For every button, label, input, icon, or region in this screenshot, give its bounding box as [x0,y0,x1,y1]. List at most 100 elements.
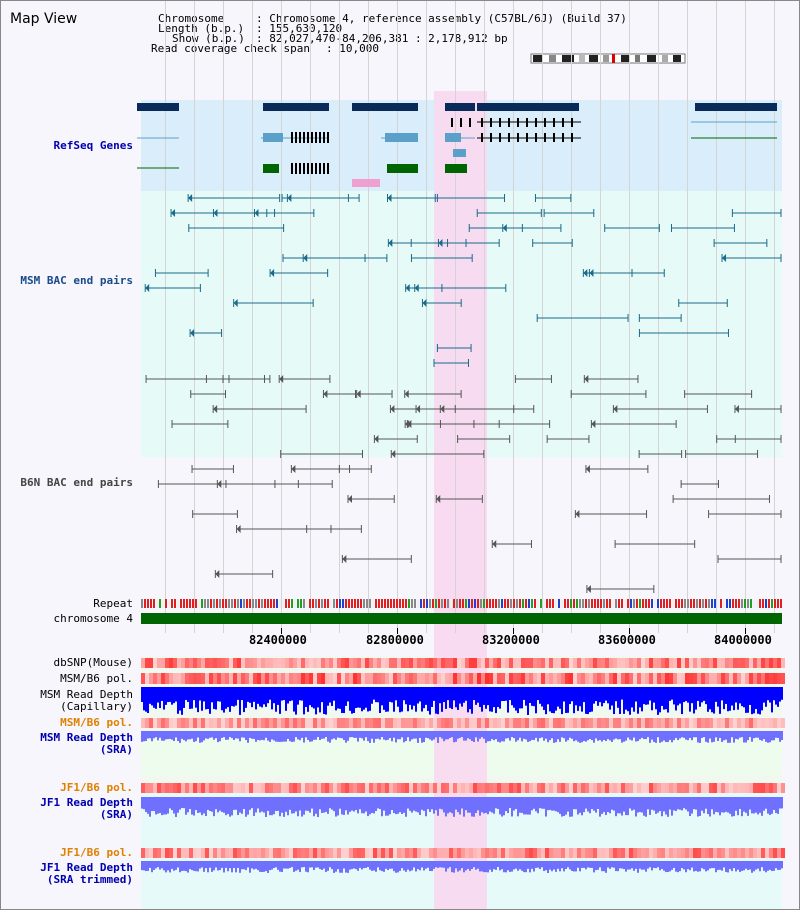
depth-bar [147,731,149,739]
heat-cell [301,718,305,728]
heat-cell [469,718,473,728]
heat-cell [405,658,409,668]
heat-cell [269,848,273,858]
depth-bar [471,797,473,817]
depth-bar [679,797,681,810]
heat-cell [629,848,633,858]
heat-cell [481,658,485,668]
bac-end [414,284,419,292]
depth-bar [517,861,519,871]
depth-bar [737,731,739,740]
depth-bar [147,687,149,714]
grid-line [194,1,195,633]
heat-cell [545,848,549,858]
heat-cell [373,783,377,793]
depth-bar [207,797,209,810]
depth-bar [401,797,403,815]
depth-bar [639,861,641,869]
track-label-jf1-depth-trim[interactable]: JF1 Read Depth [40,861,133,874]
depth-bar [613,797,615,811]
track-label-msm-bac[interactable]: MSM BAC end pairs [20,274,133,287]
depth-bar [249,861,251,873]
depth-bar [425,731,427,738]
depth-bar [225,731,227,740]
heat-cell [701,673,705,684]
track-label-jf1-b6-pol-2[interactable]: JF1/B6 pol. [60,846,133,859]
depth-bar [249,687,251,703]
heat-cell [625,718,629,728]
depth-bar [663,797,665,812]
heat-cell [681,783,685,793]
heat-cell [161,658,165,668]
heat-cell [509,673,513,684]
repeat-mark [741,599,743,608]
repeat-mark [534,599,536,608]
depth-bar [299,861,301,873]
repeat-mark [558,599,560,608]
depth-bar [275,861,277,868]
track-label-jf1-depth-sra[interactable]: JF1 Read Depth [40,796,133,809]
track-label-dbsnp[interactable]: dbSNP(Mouse) [53,656,133,669]
depth-bar [489,861,491,870]
heat-cell [489,718,493,728]
track-label-msm-depth-cap[interactable]: MSM Read Depth [40,688,133,701]
depth-bar [215,731,217,739]
heat-cell [765,658,769,668]
heat-cell [389,848,393,858]
heat-cell [393,783,397,793]
heat-cell [705,783,709,793]
heat-cell [337,718,341,728]
track-label-jf1-b6-pol[interactable]: JF1/B6 pol. [60,781,133,794]
depth-bar [709,687,711,710]
heat-cell [665,848,669,858]
chromosome-ideogram[interactable] [529,52,689,66]
heat-cell [677,673,681,684]
track-label-msm-b6-pol[interactable]: MSM/B6 pol. [60,672,133,685]
depth-bar [575,731,577,741]
repeat-mark [426,599,428,608]
repeat-mark [375,599,377,608]
track-label-refseq[interactable]: RefSeq Genes [53,139,133,152]
depth-bar [559,797,561,814]
depth-bar [247,797,249,815]
depth-bar [451,687,453,710]
heat-cell [301,783,305,793]
track-label-msm-b6-pol-2[interactable]: MSM/B6 pol. [60,716,133,729]
track-label-msm-depth-sra[interactable]: MSM Read Depth [40,731,133,744]
repeat-mark [183,599,185,608]
heat-cell [161,718,165,728]
depth-bar [367,861,369,868]
heat-cell [429,848,433,858]
depth-bar [559,861,561,872]
depth-bar [505,687,507,701]
depth-bar [369,861,371,870]
depth-bar [389,861,391,869]
depth-bar [761,687,763,711]
depth-bar [337,731,339,738]
heat-cell [769,848,773,858]
heat-cell [261,848,265,858]
heat-cell [745,783,749,793]
heat-cell [245,848,249,858]
depth-bar [313,687,315,709]
heat-cell [241,718,245,728]
depth-bar [673,731,675,741]
repeat-mark [585,599,587,608]
depth-bar [315,797,317,814]
depth-bar [695,731,697,738]
track-label-repeat[interactable]: Repeat [93,597,133,610]
depth-bar [671,797,673,816]
track-label-b6n-bac[interactable]: B6N BAC end pairs [20,476,133,489]
heat-cell [573,848,577,858]
heat-cell [329,658,333,668]
depth-bar [549,731,551,741]
depth-bar [677,687,679,706]
repeat-mark [309,599,311,608]
heat-cell [237,673,241,684]
depth-bar [315,861,317,868]
heat-cell [653,673,657,684]
repeat-mark [447,599,449,608]
depth-bar [567,797,569,812]
heat-cell [557,848,561,858]
